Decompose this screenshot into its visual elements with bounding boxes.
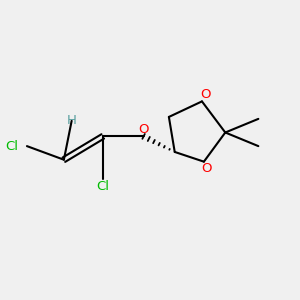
Text: O: O	[202, 162, 212, 175]
Text: O: O	[138, 123, 149, 136]
Text: H: H	[67, 114, 76, 127]
Text: O: O	[200, 88, 210, 101]
Text: Cl: Cl	[96, 180, 109, 193]
Text: Cl: Cl	[5, 140, 18, 153]
